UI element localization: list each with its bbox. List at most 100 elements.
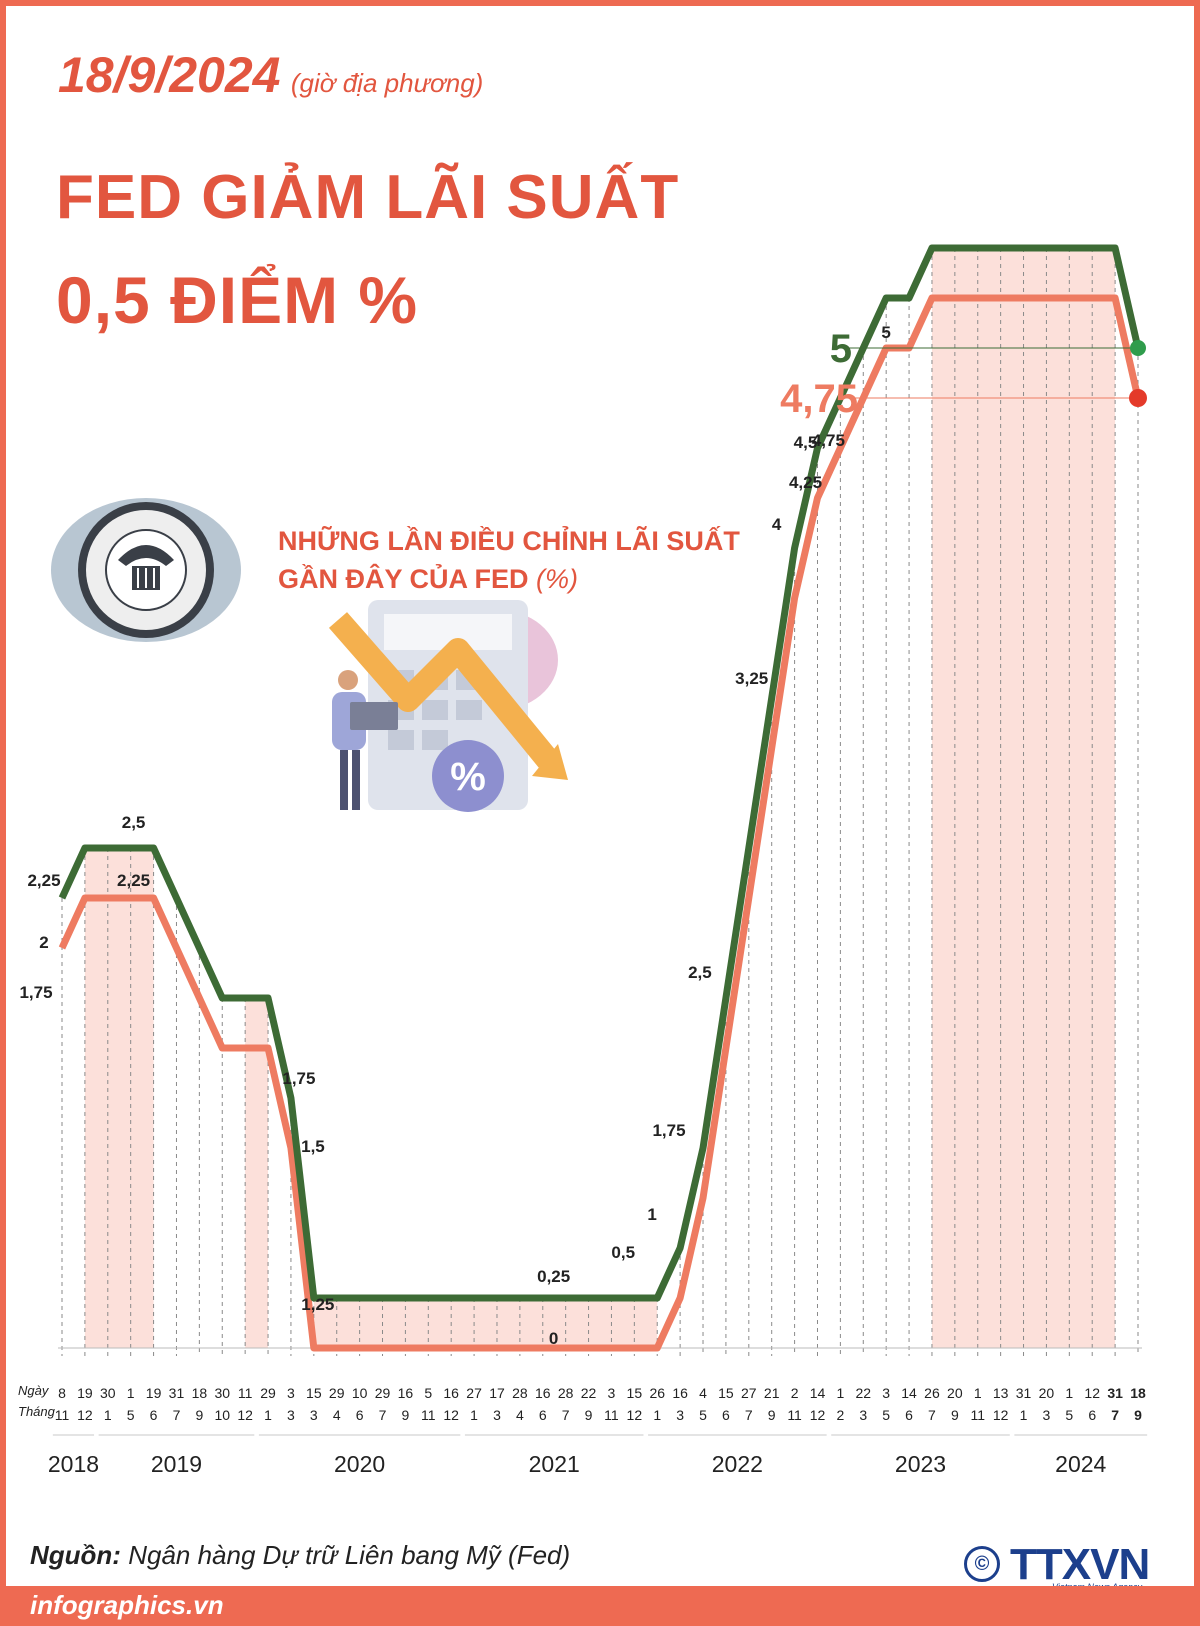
chart-subtitle: NHỮNG LẦN ĐIỀU CHỈNH LÃI SUẤT GẦN ĐÂY CỦ… [278,522,740,598]
x-tick-month: 9 [195,1407,203,1423]
x-tick-day: 21 [764,1385,780,1401]
value-label: 4 [772,515,782,534]
calculator-illustration-icon: % [328,600,568,812]
x-tick-day: 1 [836,1385,844,1401]
x-tick-day: 26 [649,1385,665,1401]
x-tick-month: 3 [1043,1407,1051,1423]
year-label: 2018 [48,1451,99,1477]
fed-seal-icon [51,498,241,642]
x-tick-day: 1 [974,1385,982,1401]
source-note: Nguồn: Ngân hàng Dự trữ Liên bang Mỹ (Fe… [30,1540,570,1571]
value-label: 1,75 [652,1121,685,1140]
series-line-upper [58,244,1142,1302]
x-tick-month: 11 [787,1407,802,1423]
x-tick-day: 11 [238,1385,253,1401]
x-tick-month: 6 [905,1407,913,1423]
value-label: 2,5 [688,963,712,982]
value-label: 1,25 [301,1295,334,1314]
chart-subtitle-line2-wrap: GẦN ĐÂY CỦA FED (%) [278,560,740,598]
x-tick-month: 6 [356,1407,364,1423]
x-tick-month: 12 [810,1407,826,1423]
value-label: 1 [647,1205,656,1224]
x-tick-day: 4 [699,1385,707,1401]
page-title-value: 0,5 ĐIỂM % [56,263,419,337]
x-tick-month: 11 [604,1407,619,1423]
x-tick-day: 31 [169,1385,185,1401]
x-tick-day: 2 [791,1385,799,1401]
copyright-icon: © [964,1546,1000,1582]
x-tick-month: 9 [951,1407,959,1423]
value-label: 1,75 [19,983,52,1002]
value-label: 4,25 [789,473,822,492]
x-tick-month: 9 [768,1407,776,1423]
year-label: 2021 [529,1451,580,1477]
date-note: (giờ địa phương) [290,68,484,98]
page-title: FED GIẢM LÃI SUẤT [56,163,680,232]
x-tick-day: 31 [1016,1385,1032,1401]
x-tick-day: 5 [424,1385,432,1401]
x-tick-day: 18 [1130,1385,1146,1401]
x-tick-month: 5 [1065,1407,1073,1423]
x-tick-month: 5 [127,1407,135,1423]
x-tick-day: 27 [466,1385,482,1401]
x-tick-day: 22 [581,1385,597,1401]
x-tick-month: 6 [722,1407,730,1423]
chart-subtitle-line1: NHỮNG LẦN ĐIỀU CHỈNH LÃI SUẤT [278,526,740,556]
x-tick-day: 16 [535,1385,551,1401]
x-tick-month: 7 [379,1407,387,1423]
x-tick-month: 1 [1020,1407,1028,1423]
x-tick-month: 3 [859,1407,867,1423]
x-tick-day: 28 [558,1385,574,1401]
value-label: 4,75 [812,431,845,450]
value-label: 1,75 [282,1069,315,1088]
x-tick-month: 5 [699,1407,707,1423]
x-tick-day: 29 [375,1385,391,1401]
footer-site-link[interactable]: infographics.vn [30,1590,224,1620]
x-tick-day: 19 [146,1385,162,1401]
x-tick-month: 4 [333,1407,341,1423]
x-tick-month: 2 [836,1407,844,1423]
value-label: 2,5 [122,813,146,832]
value-label: 0,5 [611,1243,635,1262]
value-label: 2,25 [27,871,60,890]
x-tick-month: 6 [1088,1407,1096,1423]
x-tick-month: 7 [173,1407,181,1423]
rate-chart: 5 4,75 2,5 2,25 2,25 2 1,75 1,75 1,5 1,25 0,25 0 0,5… [19,244,1148,1477]
x-tick-month: 11 [970,1407,985,1423]
value-label: 2 [39,933,48,952]
x-tick-month: 12 [627,1407,643,1423]
x-tick-month: 9 [402,1407,410,1423]
value-label: 5 [881,323,890,342]
x-tick-month: 3 [676,1407,684,1423]
x-tick-month: 7 [745,1407,753,1423]
x-tick-day: 15 [627,1385,643,1401]
value-label: 0 [549,1329,558,1348]
header-date: 18/9/2024 (giờ địa phương) [58,46,483,104]
x-tick-month: 7 [928,1407,936,1423]
x-tick-day: 3 [608,1385,616,1401]
value-label: 1,5 [301,1137,325,1156]
x-tick-month: 6 [539,1407,547,1423]
x-tick-month: 11 [421,1407,436,1423]
footer-bar [0,1586,1200,1626]
x-tick-month: 3 [493,1407,501,1423]
x-tick-month: 9 [585,1407,593,1423]
x-tick-day: 18 [192,1385,208,1401]
year-label: 2022 [712,1451,763,1477]
x-tick-day: 19 [77,1385,93,1401]
year-label: 2020 [334,1451,385,1477]
year-label: 2019 [151,1451,202,1477]
x-tick-month: 9 [1134,1407,1142,1423]
source-text: Ngân hàng Dự trữ Liên bang Mỹ (Fed) [128,1540,571,1570]
x-tick-day: 17 [489,1385,505,1401]
x-tick-month: 7 [1111,1407,1119,1423]
highlight-band-0 [84,848,154,1348]
x-tick-month: 5 [882,1407,890,1423]
x-tick-day: 31 [1107,1385,1123,1401]
svg-text:%: % [450,755,486,799]
month-axis-label: Tháng [18,1404,55,1419]
x-tick-day: 20 [1039,1385,1055,1401]
x-tick-day: 12 [1084,1385,1100,1401]
year-label: 2023 [895,1451,946,1477]
